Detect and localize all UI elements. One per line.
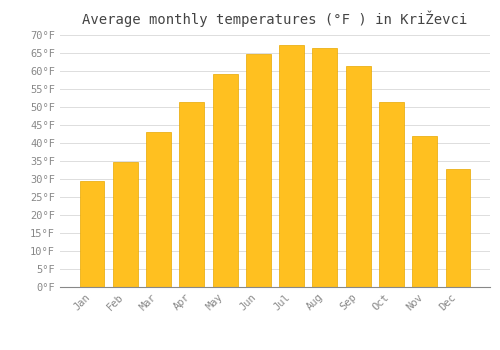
Bar xyxy=(212,74,238,287)
Bar xyxy=(180,102,204,287)
Bar xyxy=(80,181,104,287)
Bar xyxy=(346,66,370,287)
Title: Average monthly temperatures (°F ) in KriŽevci: Average monthly temperatures (°F ) in Kr… xyxy=(82,10,468,27)
Bar xyxy=(446,169,470,287)
Bar xyxy=(379,102,404,287)
Bar xyxy=(246,54,271,287)
Bar xyxy=(113,162,138,287)
Bar xyxy=(279,45,304,287)
Bar xyxy=(412,136,437,287)
Bar xyxy=(146,132,171,287)
Bar xyxy=(312,48,338,287)
